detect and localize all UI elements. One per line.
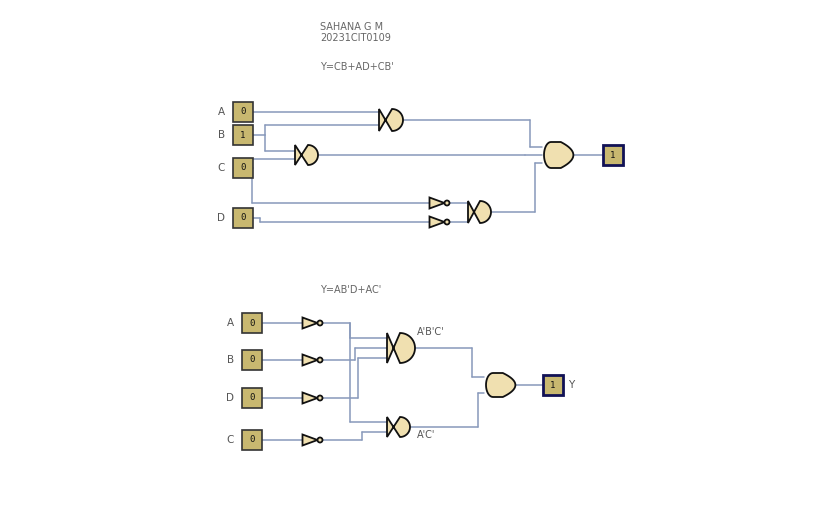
Text: B: B <box>227 355 234 365</box>
Bar <box>543 375 563 395</box>
Text: 0: 0 <box>240 213 246 222</box>
Text: A: A <box>227 318 234 328</box>
Bar <box>602 145 622 165</box>
Text: D: D <box>226 393 234 403</box>
Text: 0: 0 <box>249 356 254 365</box>
Text: 0: 0 <box>249 319 254 327</box>
Polygon shape <box>302 435 317 446</box>
Circle shape <box>317 438 322 442</box>
Text: A'B'C': A'B'C' <box>416 327 444 337</box>
Circle shape <box>317 358 322 362</box>
Circle shape <box>317 395 322 401</box>
Bar <box>242 313 262 333</box>
Polygon shape <box>302 317 317 328</box>
Text: C: C <box>217 163 225 173</box>
Polygon shape <box>543 142 573 168</box>
Text: C: C <box>227 435 234 445</box>
Bar <box>242 388 262 408</box>
Bar <box>232 208 252 228</box>
Text: 0: 0 <box>249 436 254 445</box>
Polygon shape <box>486 373 515 397</box>
Bar <box>232 125 252 145</box>
Text: D: D <box>217 213 225 223</box>
Polygon shape <box>467 201 491 223</box>
Circle shape <box>444 220 449 224</box>
Polygon shape <box>302 392 317 404</box>
Text: 1: 1 <box>240 131 246 140</box>
Text: A: A <box>217 107 225 117</box>
Text: 20231CIT0109: 20231CIT0109 <box>319 33 390 43</box>
Text: SAHANA G M: SAHANA G M <box>319 22 383 32</box>
Text: 0: 0 <box>240 108 246 117</box>
Text: B: B <box>217 130 225 140</box>
Text: 0: 0 <box>240 164 246 173</box>
Text: 0: 0 <box>249 393 254 403</box>
Circle shape <box>317 321 322 325</box>
Polygon shape <box>386 333 415 363</box>
Polygon shape <box>379 109 402 131</box>
Text: 1: 1 <box>609 151 615 160</box>
Bar <box>242 350 262 370</box>
Bar <box>232 102 252 122</box>
Polygon shape <box>302 355 317 366</box>
Circle shape <box>444 200 449 206</box>
Polygon shape <box>386 417 410 437</box>
Text: 1: 1 <box>549 381 555 390</box>
Text: Y: Y <box>568 380 573 390</box>
Text: Y=CB+AD+CB': Y=CB+AD+CB' <box>319 62 393 72</box>
Bar <box>232 158 252 178</box>
Bar <box>242 430 262 450</box>
Text: Y=AB'D+AC': Y=AB'D+AC' <box>319 285 380 295</box>
Polygon shape <box>429 198 444 209</box>
Polygon shape <box>429 217 444 228</box>
Polygon shape <box>294 145 318 165</box>
Text: A'C': A'C' <box>416 430 435 440</box>
